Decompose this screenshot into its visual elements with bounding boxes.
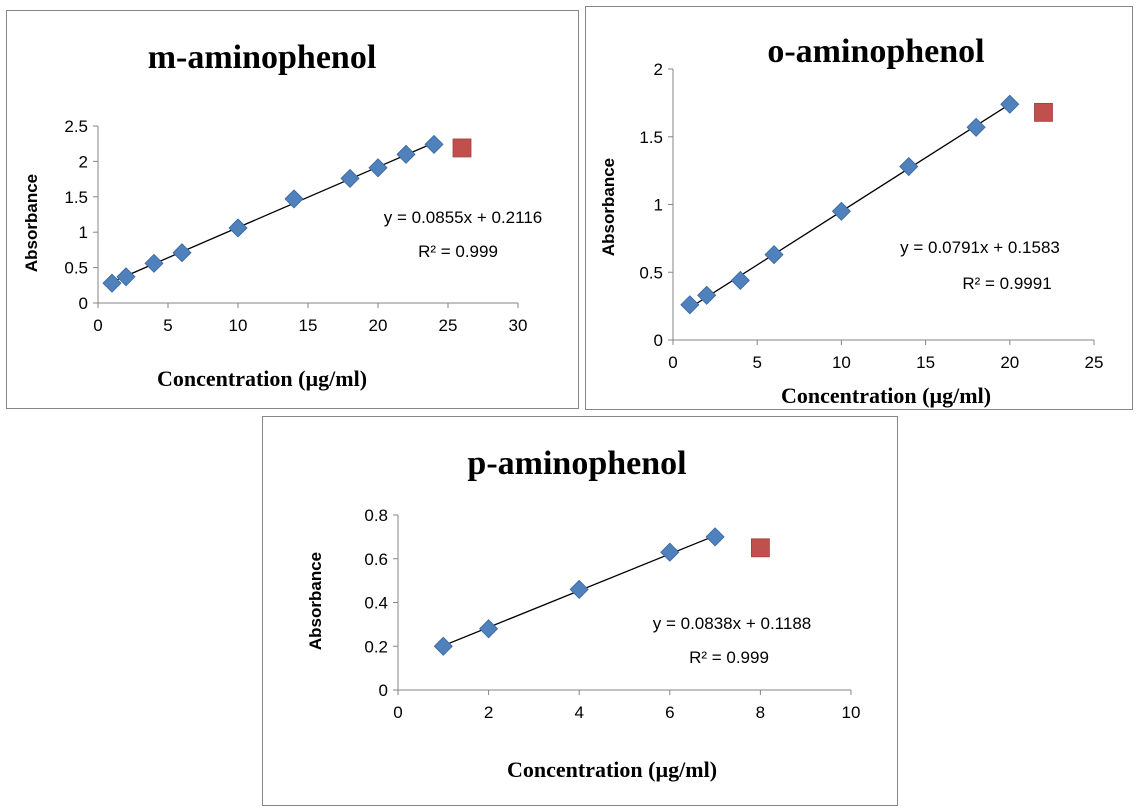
y-tick-label: 0.5: [64, 259, 88, 278]
data-point-diamond: [660, 542, 680, 562]
data-point-diamond: [966, 117, 986, 137]
x-tick-label: 8: [756, 703, 765, 722]
x-tick-label: 10: [842, 703, 861, 722]
y-axis-label: Absorbance: [306, 552, 325, 650]
chart-o-aminophenol: o-aminophenol Absorbance Concentration (…: [599, 33, 1104, 408]
data-point-diamond: [102, 273, 122, 293]
r-squared-label: R² = 0.999: [418, 242, 498, 261]
data-point-diamond: [340, 168, 360, 188]
x-axis-label: Concentration (µg/ml): [781, 383, 991, 408]
chart-p-aminophenol: p-aminophenol Absorbance Concentration (…: [306, 445, 861, 782]
data-point-diamond: [368, 158, 388, 178]
data-point-diamond: [1000, 94, 1020, 114]
data-point-diamond: [730, 270, 750, 290]
x-tick-label: 0: [93, 316, 102, 335]
x-tick-label: 30: [509, 316, 528, 335]
data-point-square: [452, 138, 472, 158]
chart-title: o-aminophenol: [767, 33, 984, 70]
data-point-diamond: [764, 245, 784, 265]
x-tick-label: 0: [393, 703, 402, 722]
r-squared-label: R² = 0.999: [689, 648, 769, 667]
data-point-diamond: [284, 189, 304, 209]
x-axis-label: Concentration (µg/ml): [507, 757, 717, 782]
data-point-diamond: [116, 267, 136, 287]
y-tick-label: 1.5: [639, 128, 663, 147]
y-tick-label: 2: [79, 152, 88, 171]
data-point-diamond: [172, 243, 192, 263]
chart-panel-p-aminophenol: p-aminophenol Absorbance Concentration (…: [262, 416, 898, 806]
x-tick-label: 2: [484, 703, 493, 722]
data-point-diamond: [144, 253, 164, 273]
x-tick-label: 10: [229, 316, 248, 335]
x-tick-label: 20: [369, 316, 388, 335]
x-tick-label: 5: [163, 316, 172, 335]
data-point-diamond: [433, 636, 453, 656]
trendline-equation: y = 0.0791x + 0.1583: [900, 238, 1060, 257]
y-tick-label: 1: [654, 196, 663, 215]
x-tick-label: 4: [574, 703, 583, 722]
data-point-diamond: [697, 285, 717, 305]
y-tick-label: 1: [79, 223, 88, 242]
data-point-diamond: [396, 144, 416, 164]
x-axis-label: Concentration (µg/ml): [157, 366, 367, 391]
x-tick-label: 10: [832, 353, 851, 372]
y-tick-label: 2: [654, 60, 663, 79]
data-point-diamond: [680, 295, 700, 315]
y-tick-label: 0: [379, 681, 388, 700]
chart-title: p-aminophenol: [467, 445, 686, 482]
x-tick-label: 20: [1000, 353, 1019, 372]
r-squared-label: R² = 0.9991: [962, 274, 1051, 293]
x-tick-label: 25: [1085, 353, 1104, 372]
data-point-diamond: [424, 134, 444, 154]
y-tick-label: 0.4: [364, 594, 388, 613]
y-axis-label: Absorbance: [22, 174, 41, 272]
chart-m-aminophenol: m-aminophenol Absorbance Concentration (…: [22, 39, 542, 391]
x-tick-label: 25: [439, 316, 458, 335]
data-point-diamond: [705, 527, 725, 547]
y-tick-label: 2.5: [64, 117, 88, 136]
y-tick-label: 0.2: [364, 637, 388, 656]
data-point-diamond: [831, 201, 851, 221]
y-tick-label: 0: [79, 294, 88, 313]
data-point-diamond: [479, 619, 499, 639]
y-tick-label: 0.6: [364, 550, 388, 569]
x-tick-label: 15: [916, 353, 935, 372]
y-tick-label: 1.5: [64, 188, 88, 207]
data-point-square: [1034, 102, 1053, 122]
chart-title: m-aminophenol: [148, 39, 377, 76]
x-tick-label: 15: [299, 316, 318, 335]
y-axis-label: Absorbance: [599, 158, 618, 256]
chart-panel-m-aminophenol: m-aminophenol Absorbance Concentration (…: [6, 10, 579, 409]
chart-panel-o-aminophenol: o-aminophenol Absorbance Concentration (…: [585, 6, 1133, 410]
data-point-diamond: [569, 579, 589, 599]
x-tick-label: 6: [665, 703, 674, 722]
y-tick-label: 0.8: [364, 506, 388, 525]
data-point-square: [750, 538, 770, 558]
trendline-equation: y = 0.0855x + 0.2116: [384, 208, 542, 227]
x-tick-label: 0: [668, 353, 677, 372]
y-tick-label: 0.5: [639, 263, 663, 282]
data-point-diamond: [899, 156, 919, 177]
x-tick-label: 5: [752, 353, 761, 372]
y-tick-label: 0: [654, 331, 663, 350]
trendline-equation: y = 0.0838x + 0.1188: [653, 614, 811, 633]
data-point-diamond: [228, 218, 248, 238]
